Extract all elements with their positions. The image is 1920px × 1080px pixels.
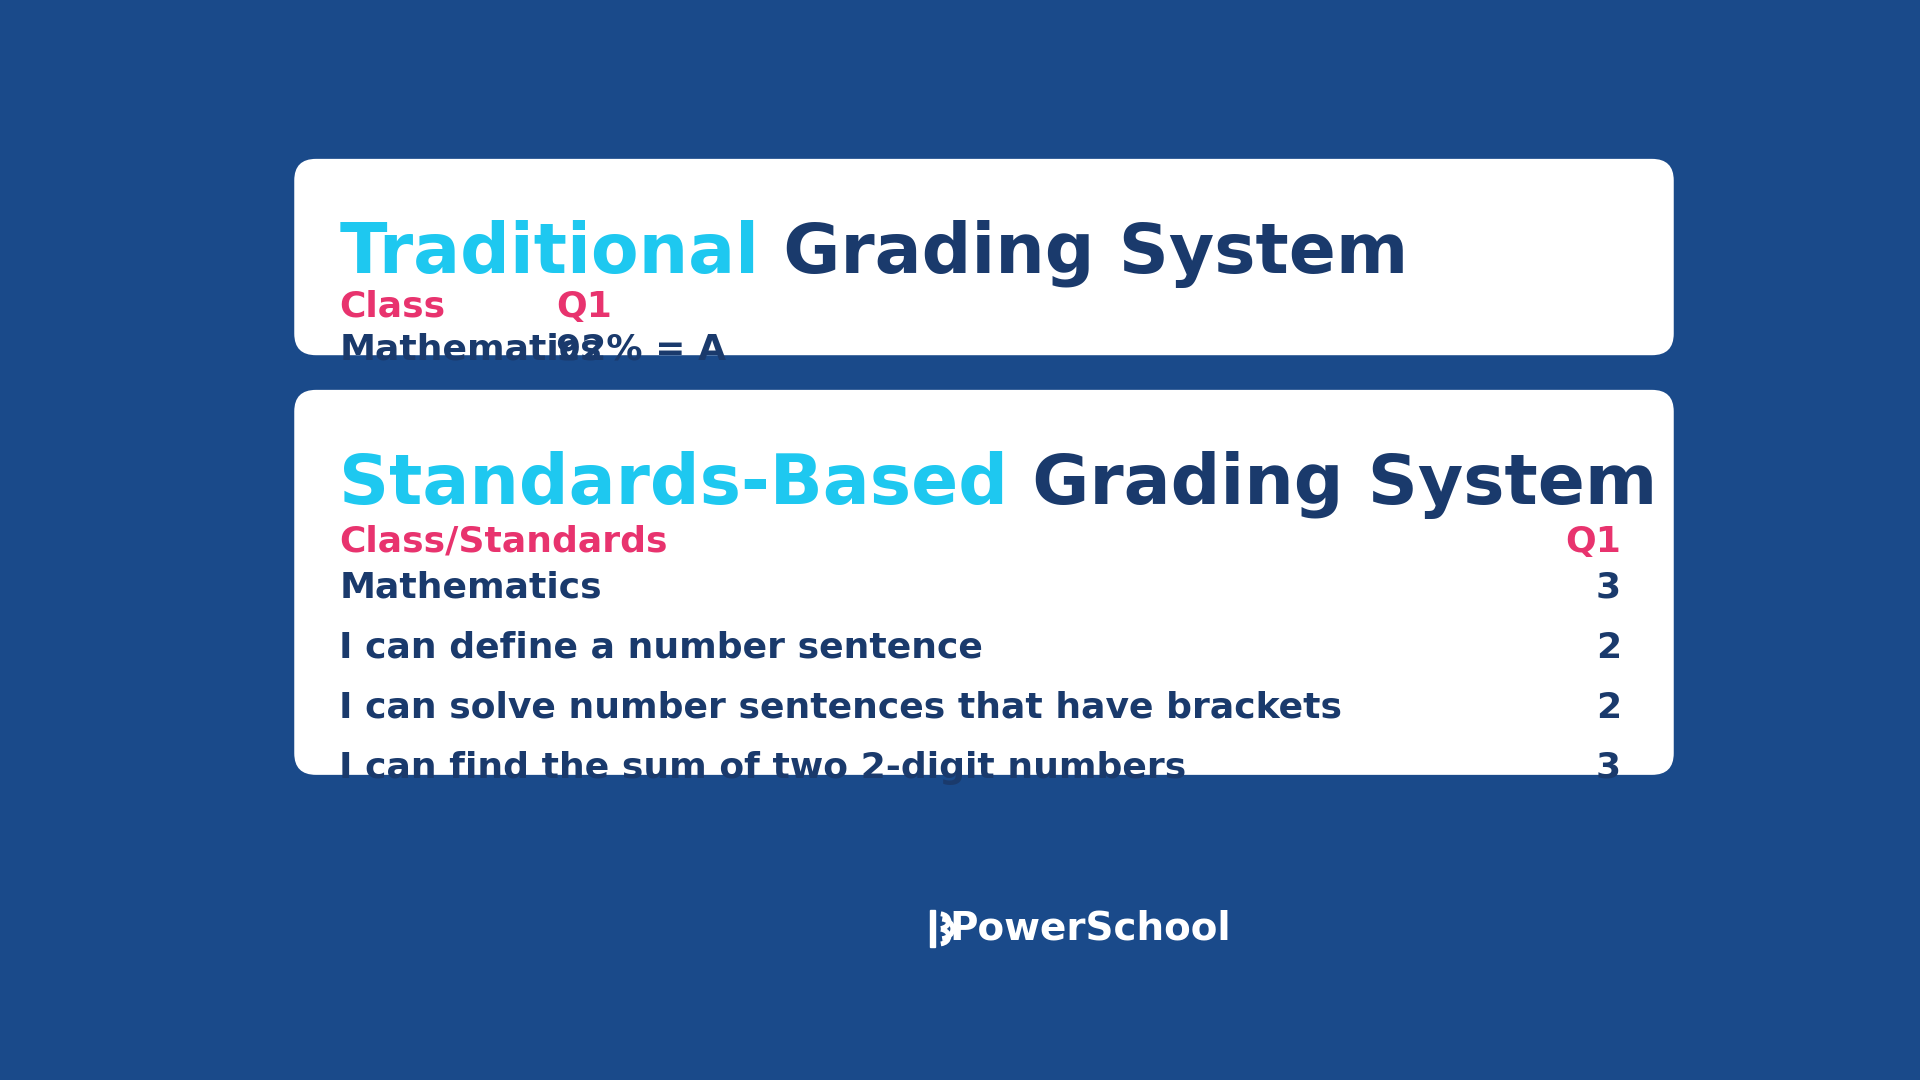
Text: Standards-Based: Standards-Based <box>340 451 1008 518</box>
Bar <box>929 910 935 947</box>
Text: Q1: Q1 <box>557 289 612 324</box>
Text: I can define a number sentence: I can define a number sentence <box>340 631 983 665</box>
Text: Grading System: Grading System <box>1008 451 1657 519</box>
Text: 2: 2 <box>1596 631 1620 665</box>
Text: 3: 3 <box>1596 571 1620 605</box>
Text: Q1: Q1 <box>1565 525 1620 558</box>
Text: I can solve number sentences that have brackets: I can solve number sentences that have b… <box>340 691 1342 725</box>
Text: 2: 2 <box>1596 691 1620 725</box>
Text: PowerSchool: PowerSchool <box>948 909 1231 948</box>
Text: 92% = A: 92% = A <box>557 333 726 366</box>
Text: Class: Class <box>340 289 445 324</box>
FancyBboxPatch shape <box>294 159 1674 355</box>
Text: Mathematics: Mathematics <box>340 333 601 366</box>
Text: Mathematics: Mathematics <box>340 571 601 605</box>
Text: Grading System: Grading System <box>758 220 1409 288</box>
Text: Class/Standards: Class/Standards <box>340 525 668 558</box>
Text: I can find the sum of two 2-digit numbers: I can find the sum of two 2-digit number… <box>340 751 1187 785</box>
FancyBboxPatch shape <box>294 390 1674 774</box>
Text: Traditional: Traditional <box>340 220 758 287</box>
Text: 3: 3 <box>1596 751 1620 785</box>
